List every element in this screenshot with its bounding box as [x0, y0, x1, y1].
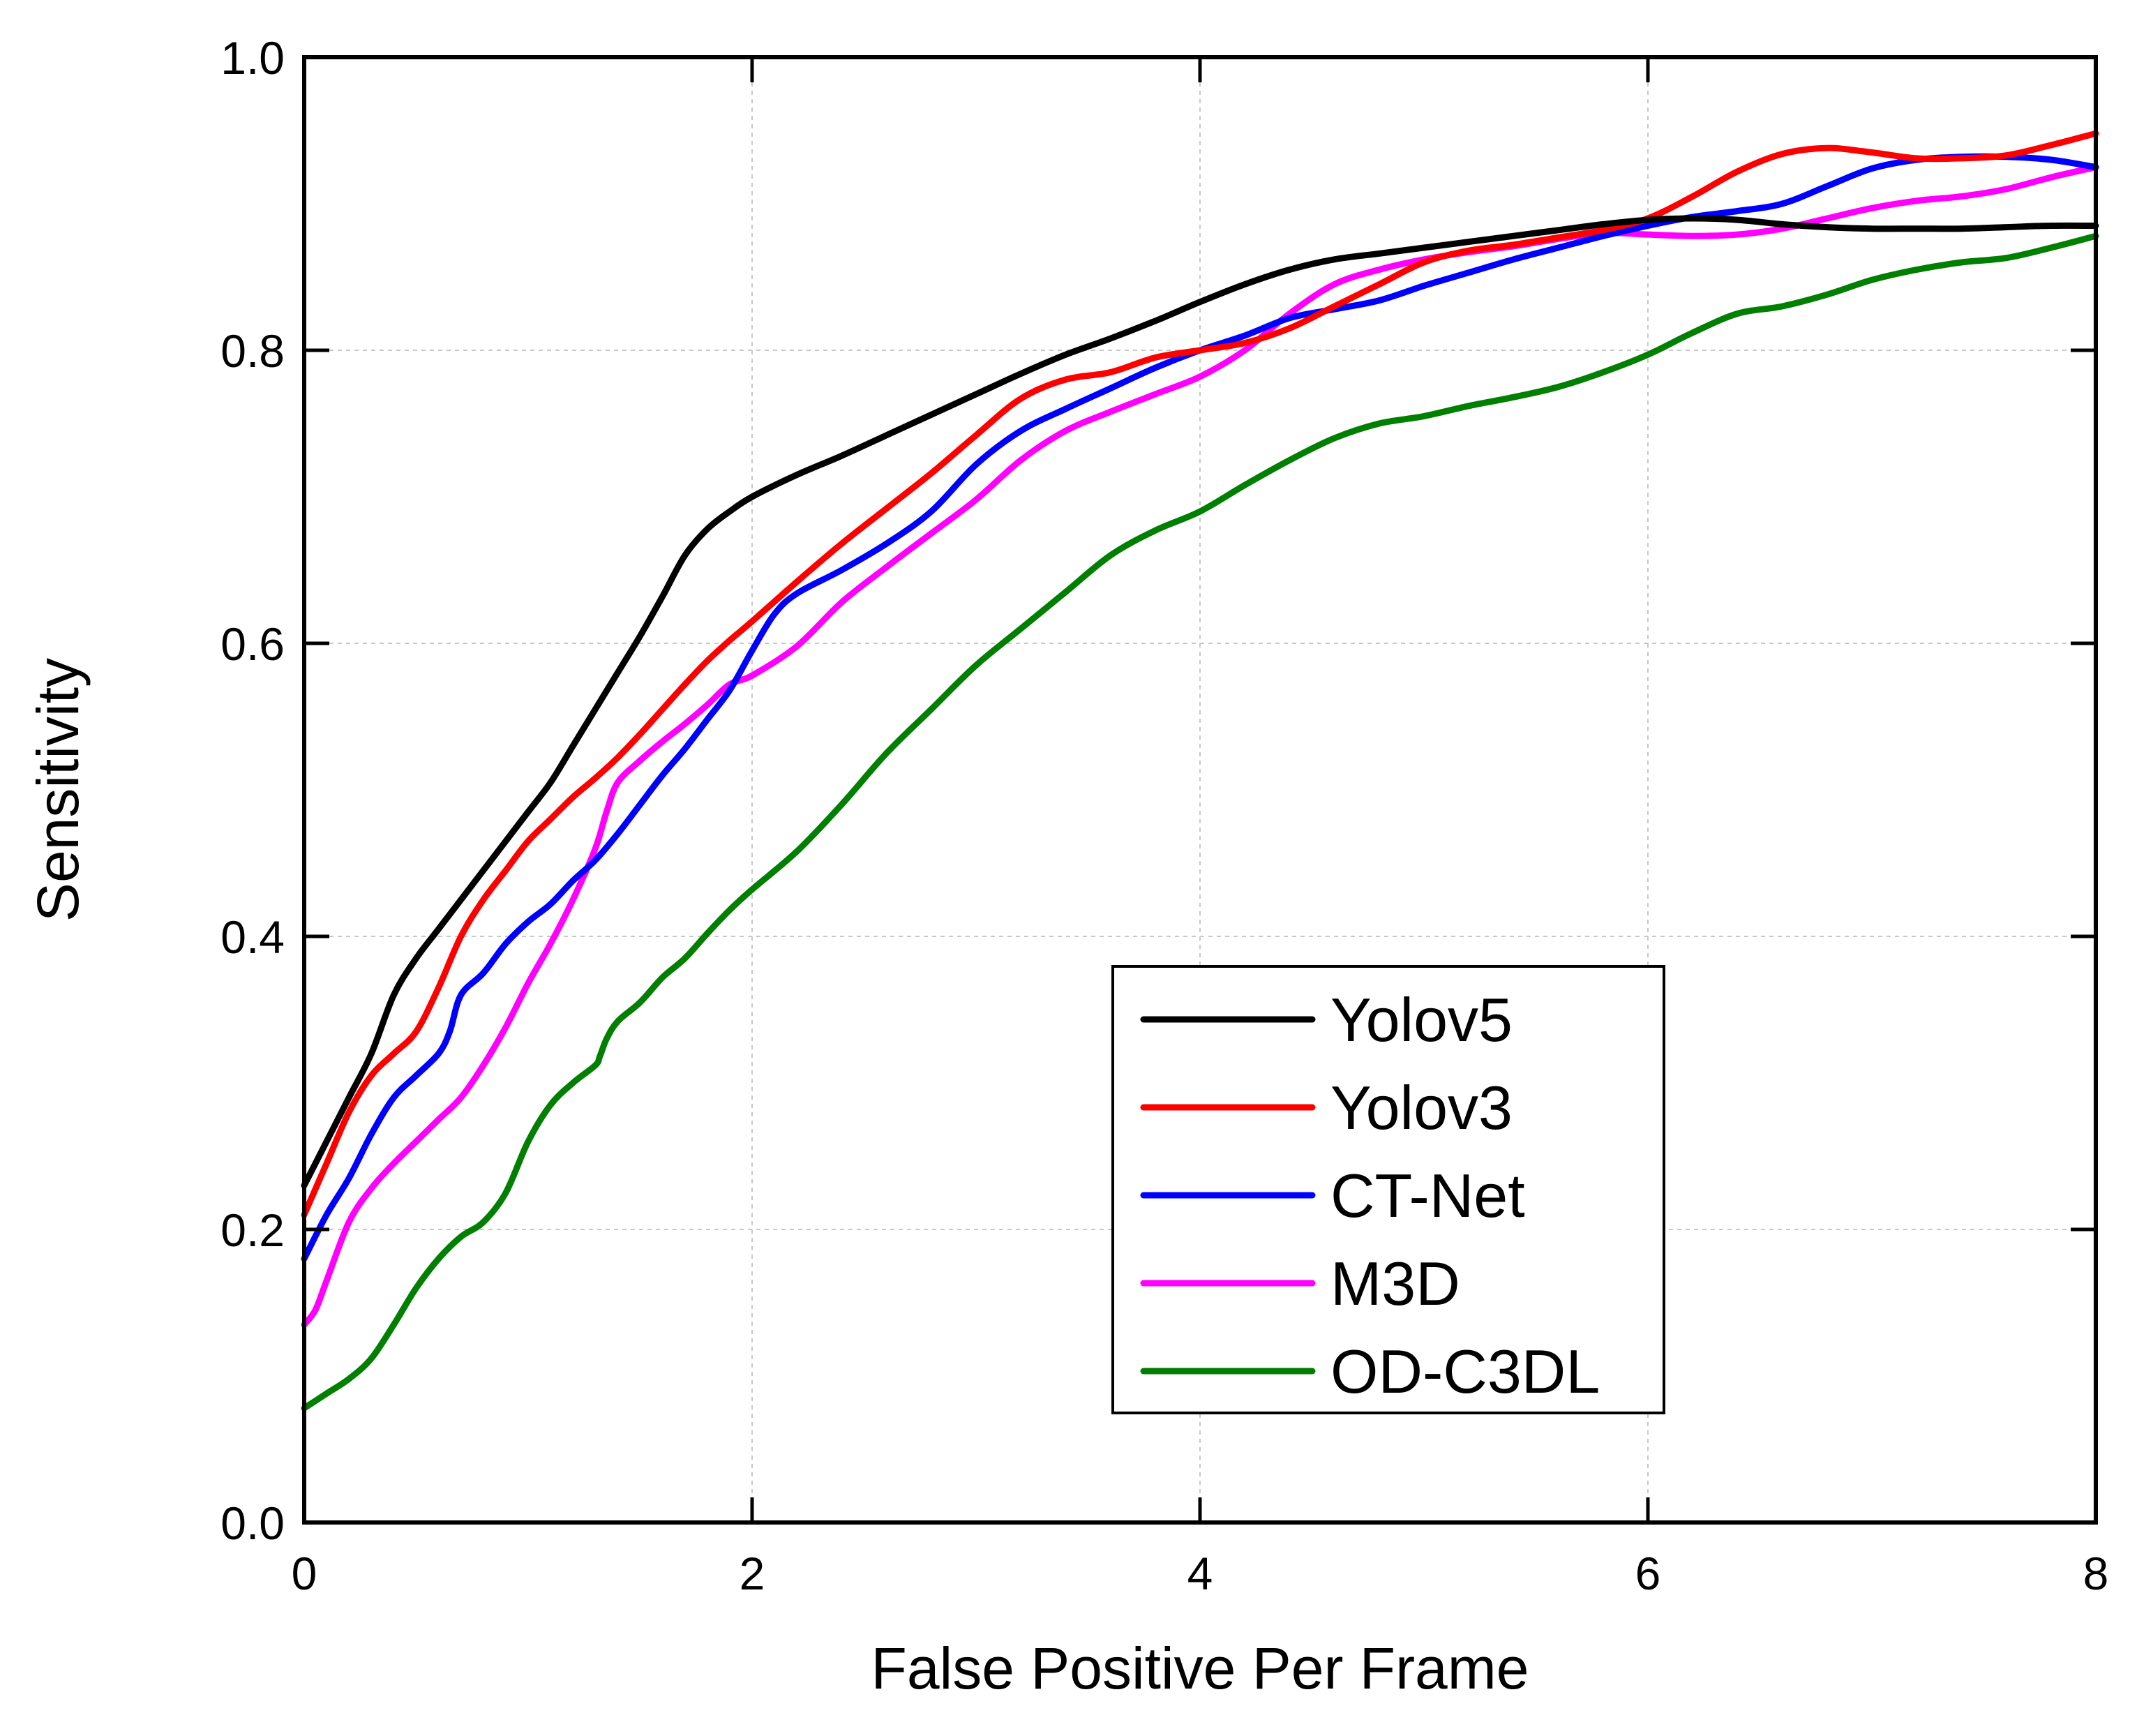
y-tick-label: 0.6 — [220, 618, 285, 670]
x-tick-label: 8 — [2083, 1548, 2109, 1599]
series-line-ct-net — [301, 153, 2099, 1262]
x-tick-label: 2 — [740, 1548, 765, 1599]
series-line-m3d — [301, 164, 2099, 1328]
legend-box — [1111, 965, 1665, 1414]
y-tick-label: 0.2 — [220, 1204, 285, 1256]
legend-label-m3d: M3D — [1330, 1249, 1460, 1318]
y-tick-label: 1.0 — [220, 32, 285, 84]
x-tick-label: 4 — [1187, 1548, 1213, 1599]
series-lines — [301, 130, 2099, 1412]
series-line-od-c3dl — [301, 232, 2099, 1412]
y-axis-title: Sensitivity — [25, 658, 91, 922]
axis-ticks: 0 2 4 6 8 0.0 0.2 0.4 0.6 0.8 1.0 — [220, 32, 2108, 1599]
x-tick-label: 6 — [1635, 1548, 1661, 1599]
legend-label-yolov5: Yolov5 — [1330, 985, 1513, 1054]
legend-label-ct-net: CT-Net — [1330, 1161, 1525, 1230]
series-line-yolov5 — [301, 215, 2099, 1189]
y-tick-label: 0.8 — [220, 325, 285, 377]
legend: Yolov5 Yolov3 CT-Net M3D OD-C3DL — [1111, 965, 1665, 1414]
x-tick-label: 0 — [292, 1548, 317, 1599]
legend-label-yolov3: Yolov3 — [1330, 1073, 1513, 1142]
x-axis-title: False Positive Per Frame — [871, 1636, 1529, 1701]
y-tick-label: 0.4 — [220, 911, 285, 963]
series-line-yolov3 — [301, 130, 2099, 1218]
legend-label-od-c3dl: OD-C3DL — [1330, 1337, 1600, 1406]
y-tick-label: 0.0 — [220, 1497, 285, 1549]
